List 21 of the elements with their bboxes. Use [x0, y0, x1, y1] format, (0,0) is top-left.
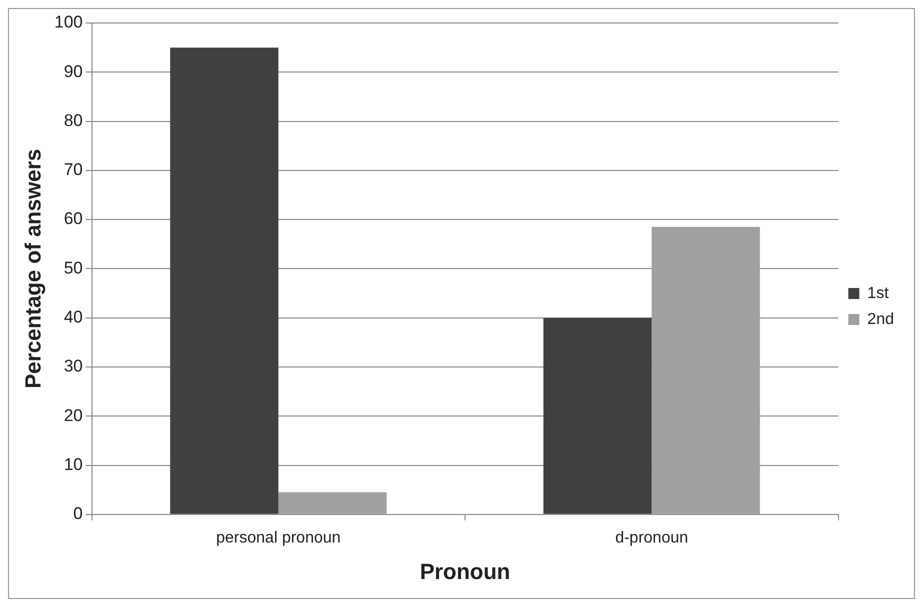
x-tick-label: d-pronoun: [615, 529, 688, 546]
y-tick-label: 50: [64, 258, 83, 278]
x-tick-label: personal pronoun: [216, 529, 341, 546]
bar: [652, 226, 760, 514]
y-tick-label: 20: [64, 406, 83, 425]
y-tick-label: 100: [54, 12, 83, 32]
legend-label: 1st: [867, 284, 890, 302]
y-axis-title: Percentage of answers: [20, 148, 46, 389]
y-tick-label: 40: [64, 308, 83, 327]
y-tick-label: 0: [73, 504, 83, 524]
legend-label: 2nd: [867, 310, 894, 328]
bar: [170, 48, 278, 514]
bar: [543, 318, 652, 514]
y-tick-label: 80: [64, 110, 83, 130]
y-tick-label: 10: [64, 454, 83, 474]
x-axis-title: Pronoun: [420, 558, 510, 584]
y-tick-label: 30: [64, 356, 83, 376]
y-tick-label: 70: [64, 160, 83, 180]
bar: [278, 492, 387, 514]
y-tick-label: 90: [64, 62, 83, 81]
y-tick-label: 60: [64, 209, 83, 228]
